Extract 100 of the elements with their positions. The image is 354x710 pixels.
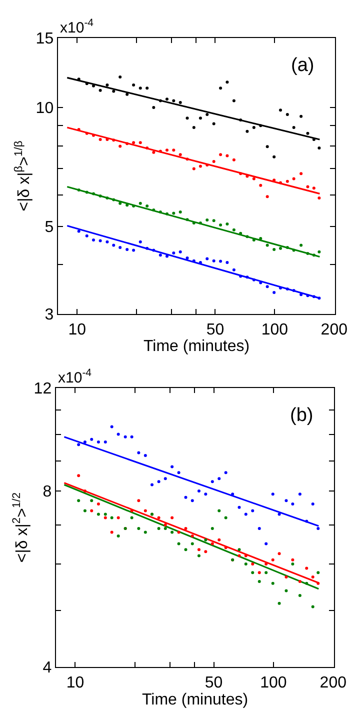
point xyxy=(165,254,168,258)
point xyxy=(311,605,314,608)
point xyxy=(172,252,176,255)
point xyxy=(311,502,314,506)
point xyxy=(232,99,236,102)
point xyxy=(152,208,156,212)
point xyxy=(238,554,241,558)
point xyxy=(271,582,274,585)
point xyxy=(264,571,268,574)
point xyxy=(186,256,189,260)
point xyxy=(98,194,102,198)
point xyxy=(116,432,120,436)
point xyxy=(306,252,310,255)
point xyxy=(206,164,209,167)
point xyxy=(298,492,302,496)
point xyxy=(177,542,180,546)
point xyxy=(110,530,114,534)
point xyxy=(146,146,149,150)
y-tick-label: 3 xyxy=(44,306,54,324)
point xyxy=(158,150,162,153)
text: x10$^{-4}$ xyxy=(58,367,92,386)
point xyxy=(110,425,114,428)
point xyxy=(92,134,95,137)
y-tick-label: 5 xyxy=(44,219,54,236)
point xyxy=(92,84,95,88)
point xyxy=(306,132,310,135)
point xyxy=(239,172,242,176)
point xyxy=(116,516,120,520)
point xyxy=(278,512,281,516)
point xyxy=(239,232,242,235)
point xyxy=(300,114,303,118)
point xyxy=(77,474,80,478)
point xyxy=(278,602,281,605)
point xyxy=(305,566,308,570)
point xyxy=(318,296,321,300)
point xyxy=(212,122,216,126)
point xyxy=(305,520,308,523)
y-tick-label: 8 xyxy=(42,484,52,501)
point xyxy=(150,483,154,486)
point xyxy=(178,210,182,214)
point xyxy=(226,80,229,84)
point xyxy=(192,222,196,224)
text: x10$^{-4}$ xyxy=(60,17,94,36)
point xyxy=(244,512,248,516)
point xyxy=(138,202,142,205)
point xyxy=(259,281,262,284)
point xyxy=(246,276,249,279)
point xyxy=(251,509,254,512)
point xyxy=(318,250,321,254)
point xyxy=(144,509,147,512)
point xyxy=(206,218,209,222)
point xyxy=(218,509,221,512)
point xyxy=(77,499,80,502)
point xyxy=(112,138,116,142)
point xyxy=(186,158,189,161)
point xyxy=(206,257,209,260)
point xyxy=(300,172,303,176)
point xyxy=(238,548,241,552)
point xyxy=(266,285,269,288)
point xyxy=(318,196,321,200)
point xyxy=(186,218,189,222)
point xyxy=(318,146,321,150)
point xyxy=(104,516,107,520)
point xyxy=(244,554,248,558)
point xyxy=(157,516,160,520)
point xyxy=(252,177,256,180)
point xyxy=(92,238,95,242)
point xyxy=(165,98,168,101)
point xyxy=(177,471,180,474)
point xyxy=(210,542,214,546)
point xyxy=(219,86,222,90)
point xyxy=(266,145,269,148)
point xyxy=(284,499,288,502)
point xyxy=(170,465,174,468)
y-tick-label: 12 xyxy=(34,380,52,398)
point xyxy=(298,594,302,598)
point xyxy=(77,230,80,233)
point xyxy=(264,542,268,546)
point xyxy=(164,477,167,480)
point xyxy=(137,451,140,454)
point xyxy=(192,259,196,262)
point xyxy=(190,534,194,538)
point xyxy=(278,181,282,184)
point xyxy=(90,438,94,441)
point xyxy=(158,99,162,102)
point xyxy=(198,164,202,168)
point xyxy=(232,228,236,232)
point xyxy=(284,589,288,592)
point xyxy=(83,440,86,444)
point xyxy=(146,86,149,90)
point xyxy=(292,177,296,180)
point xyxy=(251,571,254,574)
x-axis-title: Time (minutes) xyxy=(143,338,250,355)
point xyxy=(259,184,262,187)
point xyxy=(184,527,188,530)
point xyxy=(98,88,102,92)
point xyxy=(172,99,176,102)
x-tick-label: 100 xyxy=(260,674,287,692)
point xyxy=(238,506,241,509)
point xyxy=(85,234,88,238)
